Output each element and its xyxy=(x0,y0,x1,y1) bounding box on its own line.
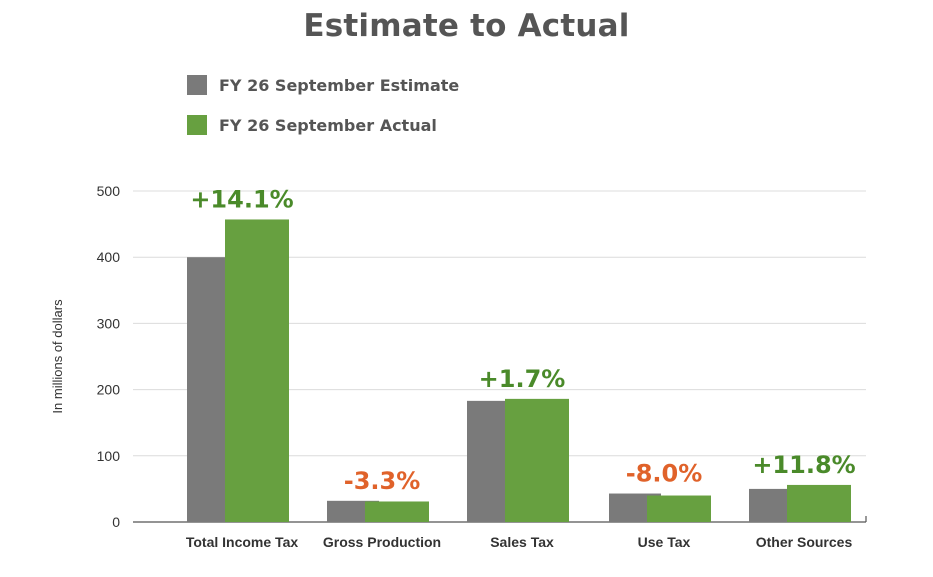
y-axis-label: In millions of dollars xyxy=(50,299,65,414)
x-tick-label-0: Total Income Tax xyxy=(186,534,298,550)
data-label-4: +11.8% xyxy=(752,451,855,479)
x-tick-label-2: Sales Tax xyxy=(490,534,554,550)
bar-actual-4 xyxy=(787,484,851,522)
legend: FY 26 September Estimate FY 26 September… xyxy=(187,74,459,154)
legend-item-estimate: FY 26 September Estimate xyxy=(187,74,459,96)
y-tick-label-0: 0 xyxy=(112,514,120,530)
data-label-2: +1.7% xyxy=(479,365,566,393)
x-tick-label-1: Gross Production xyxy=(323,534,441,550)
legend-swatch-estimate xyxy=(187,75,207,95)
legend-item-actual: FY 26 September Actual xyxy=(187,114,459,136)
y-tick-label-400: 400 xyxy=(97,249,121,265)
chart-title: Estimate to Actual xyxy=(303,8,630,44)
y-tick-label-200: 200 xyxy=(97,382,121,398)
legend-label-actual: FY 26 September Actual xyxy=(219,115,437,135)
y-tick-label-500: 500 xyxy=(97,183,121,199)
legend-swatch-actual xyxy=(187,115,207,135)
bar-actual-3 xyxy=(647,495,711,522)
y-tick-label-100: 100 xyxy=(97,448,121,464)
x-tick-label-3: Use Tax xyxy=(638,534,691,550)
bar-actual-1 xyxy=(365,501,429,522)
x-tick-label-4: Other Sources xyxy=(756,534,853,550)
data-label-0: +14.1% xyxy=(190,185,293,213)
legend-label-estimate: FY 26 September Estimate xyxy=(219,75,460,95)
bar-actual-0 xyxy=(225,219,289,522)
bar-actual-2 xyxy=(505,398,569,522)
data-label-1: -3.3% xyxy=(344,467,421,495)
y-tick-label-300: 300 xyxy=(97,315,121,331)
data-label-3: -8.0% xyxy=(626,460,703,488)
